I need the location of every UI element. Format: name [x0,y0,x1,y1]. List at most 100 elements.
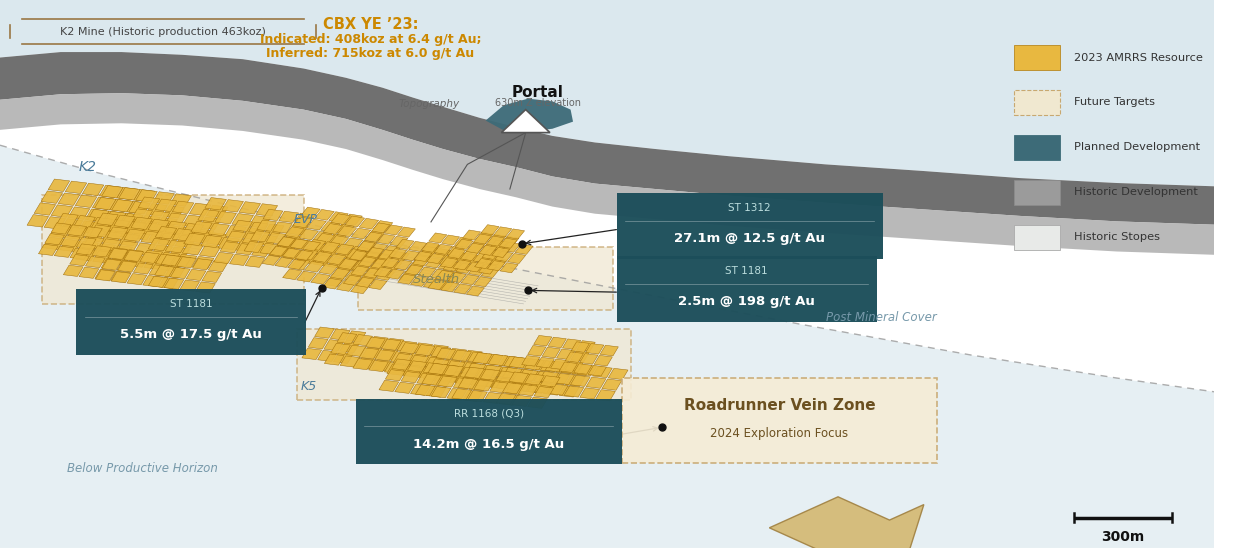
Polygon shape [451,389,471,399]
Polygon shape [555,373,575,385]
Polygon shape [422,356,441,367]
Polygon shape [482,249,501,259]
Polygon shape [398,274,416,284]
Text: Historic Development: Historic Development [1074,187,1198,197]
Polygon shape [282,269,302,279]
Polygon shape [337,333,356,344]
Polygon shape [486,255,504,265]
Polygon shape [330,269,350,279]
Polygon shape [101,258,121,270]
Polygon shape [356,241,375,252]
Polygon shape [0,52,1215,225]
Polygon shape [429,345,449,356]
Polygon shape [62,219,83,231]
Polygon shape [425,258,444,268]
Polygon shape [407,353,427,365]
Polygon shape [227,231,247,242]
Polygon shape [461,363,481,374]
Polygon shape [132,227,153,240]
Polygon shape [486,99,573,132]
Polygon shape [349,250,367,261]
Polygon shape [413,256,430,266]
Polygon shape [454,237,472,247]
Polygon shape [208,260,228,272]
Polygon shape [272,222,292,233]
Polygon shape [333,266,353,277]
Polygon shape [460,367,480,378]
Polygon shape [345,216,365,227]
Polygon shape [291,259,311,270]
Polygon shape [444,271,461,281]
Polygon shape [462,230,481,240]
Polygon shape [529,371,549,382]
Polygon shape [438,260,456,270]
Polygon shape [369,361,388,372]
Polygon shape [322,246,340,256]
FancyBboxPatch shape [621,378,937,463]
Polygon shape [182,224,203,236]
Polygon shape [450,372,470,383]
Polygon shape [407,361,427,372]
Polygon shape [395,382,414,393]
Polygon shape [423,363,443,374]
Polygon shape [507,380,526,391]
Polygon shape [155,218,178,230]
Polygon shape [545,361,565,372]
Polygon shape [301,207,321,218]
Polygon shape [100,185,121,198]
Polygon shape [483,354,503,365]
Polygon shape [158,233,180,246]
Polygon shape [74,215,95,228]
Polygon shape [528,345,546,356]
Polygon shape [266,232,286,244]
Polygon shape [180,280,200,291]
Polygon shape [562,339,581,350]
Polygon shape [386,269,404,279]
Polygon shape [334,244,354,255]
Polygon shape [482,365,502,376]
Polygon shape [427,254,445,264]
Polygon shape [176,256,196,268]
Polygon shape [436,348,456,359]
Polygon shape [95,197,116,210]
Polygon shape [122,213,143,226]
Polygon shape [206,206,228,218]
Polygon shape [385,338,404,350]
Polygon shape [504,356,524,368]
Polygon shape [503,368,523,379]
Polygon shape [359,256,376,267]
Polygon shape [769,497,924,548]
Polygon shape [449,272,466,283]
Polygon shape [446,349,466,359]
Polygon shape [450,252,469,262]
Polygon shape [335,224,354,235]
Polygon shape [298,249,318,260]
Polygon shape [379,349,398,360]
Polygon shape [385,225,403,235]
Polygon shape [91,246,111,257]
Polygon shape [141,231,163,243]
Polygon shape [561,363,581,374]
Polygon shape [192,229,213,241]
Polygon shape [287,259,306,270]
Polygon shape [258,235,277,246]
Text: CBX YE ’23:: CBX YE ’23: [323,17,418,32]
Polygon shape [85,256,105,267]
Polygon shape [417,373,436,385]
Polygon shape [411,276,429,286]
Polygon shape [95,270,115,281]
Polygon shape [343,238,363,249]
Polygon shape [292,217,312,228]
Polygon shape [446,247,465,256]
Text: Planned Development: Planned Development [1074,142,1201,152]
Polygon shape [565,386,584,397]
Polygon shape [184,233,205,246]
Polygon shape [44,216,65,229]
Polygon shape [318,264,338,275]
Polygon shape [158,252,180,265]
Bar [1014,225,1060,249]
Polygon shape [435,270,454,281]
Polygon shape [131,217,153,230]
Polygon shape [571,342,589,352]
Text: EVP: EVP [293,213,318,226]
